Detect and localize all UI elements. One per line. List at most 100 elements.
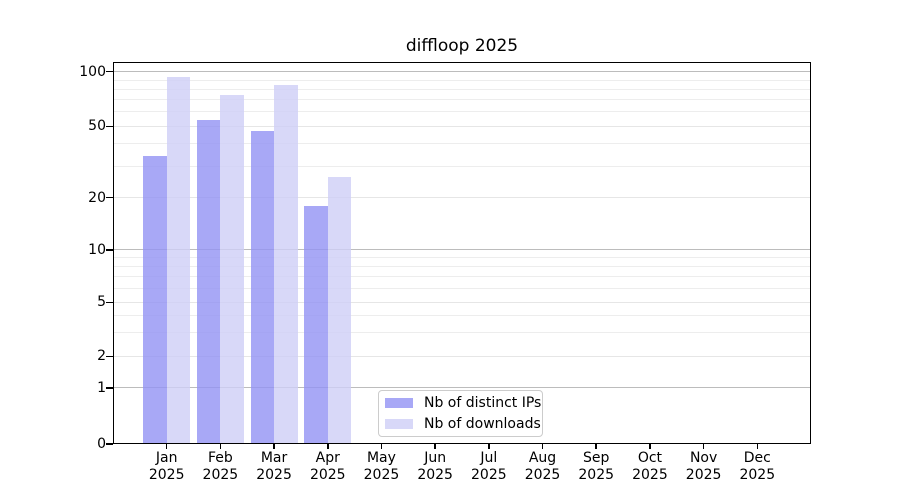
x-tick-month: Oct bbox=[637, 450, 663, 466]
x-tick-month: Jan bbox=[155, 450, 178, 466]
gridline-minor-6 bbox=[113, 288, 811, 290]
y-tick-label-1: 1 bbox=[97, 379, 106, 396]
downloads-swatch-icon bbox=[385, 419, 413, 429]
x-tick-year: 2025 bbox=[578, 466, 615, 483]
gridline-minor-30 bbox=[113, 165, 811, 167]
x-tick-year: 2025 bbox=[471, 466, 507, 483]
legend-label-downloads: Nb of downloads bbox=[424, 416, 541, 432]
gridline-minor-90 bbox=[113, 79, 811, 81]
distinct-ips-swatch-icon bbox=[385, 398, 413, 408]
gridline-2 bbox=[113, 355, 811, 357]
bar-ips-apr bbox=[304, 205, 328, 444]
gridline-20 bbox=[113, 197, 811, 199]
bar-downloads-feb bbox=[220, 95, 244, 444]
legend-item-distinct-ips: Nb of distinct IPs bbox=[385, 395, 541, 411]
x-tick-year: 2025 bbox=[256, 466, 292, 483]
x-tick-mark-dec bbox=[756, 444, 759, 449]
x-tick-mark-jul bbox=[488, 444, 490, 449]
gridline-minor-4 bbox=[113, 314, 811, 316]
x-tick-month: Nov bbox=[689, 450, 718, 466]
x-tick-label-apr: Apr 2025 bbox=[288, 450, 368, 483]
x-tick-mark-nov bbox=[702, 444, 705, 449]
gridline-1 bbox=[113, 387, 811, 389]
x-tick-year: 2025 bbox=[309, 466, 346, 483]
x-tick-year: 2025 bbox=[524, 466, 561, 483]
y-tick-label-20: 20 bbox=[88, 189, 106, 206]
legend: Nb of distinct IPs Nb of downloads bbox=[378, 390, 543, 437]
y-tick-mark-2 bbox=[106, 355, 113, 358]
y-tick-mark-5 bbox=[106, 301, 113, 304]
legend-item-downloads: Nb of downloads bbox=[385, 416, 541, 432]
x-tick-mark-jan bbox=[165, 444, 168, 449]
gridline-minor-7 bbox=[113, 276, 811, 278]
x-tick-label-nov: Nov 2025 bbox=[664, 450, 744, 483]
bar-downloads-jan bbox=[166, 77, 191, 444]
x-tick-year: 2025 bbox=[148, 466, 185, 483]
y-tick-mark-50 bbox=[106, 125, 113, 128]
x-tick-month: Sep bbox=[583, 450, 610, 466]
x-tick-mark-aug bbox=[541, 444, 544, 449]
x-tick-year: 2025 bbox=[363, 466, 400, 483]
x-tick-month: Feb bbox=[207, 450, 233, 466]
x-tick-year: 2025 bbox=[685, 466, 722, 483]
x-tick-label-mar: Mar 2025 bbox=[234, 450, 314, 483]
x-tick-label-jan: Jan 2025 bbox=[127, 450, 207, 483]
bar-ips-jan bbox=[143, 156, 167, 444]
gridline-minor-8 bbox=[113, 266, 811, 268]
y-tick-label-50: 50 bbox=[88, 118, 106, 135]
x-tick-mark-may bbox=[380, 444, 383, 449]
gridline-minor-80 bbox=[113, 88, 811, 90]
y-tick-mark-100 bbox=[106, 70, 113, 73]
gridline-10 bbox=[113, 249, 811, 251]
gridline-50 bbox=[113, 125, 811, 127]
x-tick-mark-feb bbox=[219, 444, 222, 449]
gridline-minor-9 bbox=[113, 257, 811, 259]
x-tick-label-aug: Aug 2025 bbox=[503, 450, 583, 483]
x-tick-month: May bbox=[366, 450, 396, 466]
y-tick-mark-1 bbox=[106, 387, 113, 389]
x-tick-month: Dec bbox=[743, 450, 771, 466]
plot-area bbox=[113, 62, 811, 444]
y-tick-mark-20 bbox=[106, 196, 113, 199]
y-tick-mark-0 bbox=[106, 443, 113, 445]
x-tick-month: Jun bbox=[424, 450, 447, 466]
bar-ips-feb bbox=[196, 120, 221, 444]
y-tick-label-0: 0 bbox=[97, 436, 106, 452]
bar-downloads-mar bbox=[274, 85, 298, 444]
x-tick-mark-jun bbox=[434, 444, 436, 449]
y-tick-mark-10 bbox=[106, 249, 113, 251]
x-tick-mark-mar bbox=[273, 444, 275, 449]
x-tick-year: 2025 bbox=[632, 466, 668, 483]
x-tick-mark-sep bbox=[595, 444, 597, 449]
gridline-minor-60 bbox=[113, 111, 811, 113]
legend-label-distinct-ips: Nb of distinct IPs bbox=[424, 395, 542, 411]
x-tick-year: 2025 bbox=[739, 466, 776, 483]
gridline-minor-3 bbox=[113, 331, 811, 333]
y-tick-label-2: 2 bbox=[97, 348, 106, 365]
x-tick-year: 2025 bbox=[202, 466, 239, 483]
chart-title: diffloop 2025 bbox=[405, 36, 519, 56]
gridline-minor-70 bbox=[113, 99, 811, 101]
x-tick-label-jun: Jun 2025 bbox=[395, 450, 475, 483]
x-tick-month: Apr bbox=[315, 450, 340, 466]
x-tick-label-dec: Dec 2025 bbox=[717, 450, 797, 483]
y-tick-label-10: 10 bbox=[88, 241, 106, 258]
x-tick-label-sep: Sep 2025 bbox=[556, 450, 636, 483]
y-tick-label-5: 5 bbox=[97, 294, 106, 311]
x-tick-label-jul: Jul 2025 bbox=[449, 450, 529, 483]
x-tick-month: Jul bbox=[480, 450, 498, 466]
x-tick-mark-oct bbox=[649, 444, 651, 449]
bar-ips-mar bbox=[250, 131, 275, 444]
x-tick-label-feb: Feb 2025 bbox=[180, 450, 260, 483]
y-tick-label-100: 100 bbox=[79, 63, 106, 80]
x-tick-month: Mar bbox=[260, 450, 288, 466]
x-tick-label-oct: Oct 2025 bbox=[610, 450, 690, 483]
bar-downloads-apr bbox=[327, 177, 352, 444]
x-tick-label-may: May 2025 bbox=[341, 450, 421, 483]
gridline-100 bbox=[113, 71, 811, 73]
gridline-5 bbox=[113, 301, 811, 303]
x-tick-year: 2025 bbox=[417, 466, 453, 483]
x-tick-mark-apr bbox=[327, 444, 329, 449]
gridline-minor-40 bbox=[113, 143, 811, 145]
